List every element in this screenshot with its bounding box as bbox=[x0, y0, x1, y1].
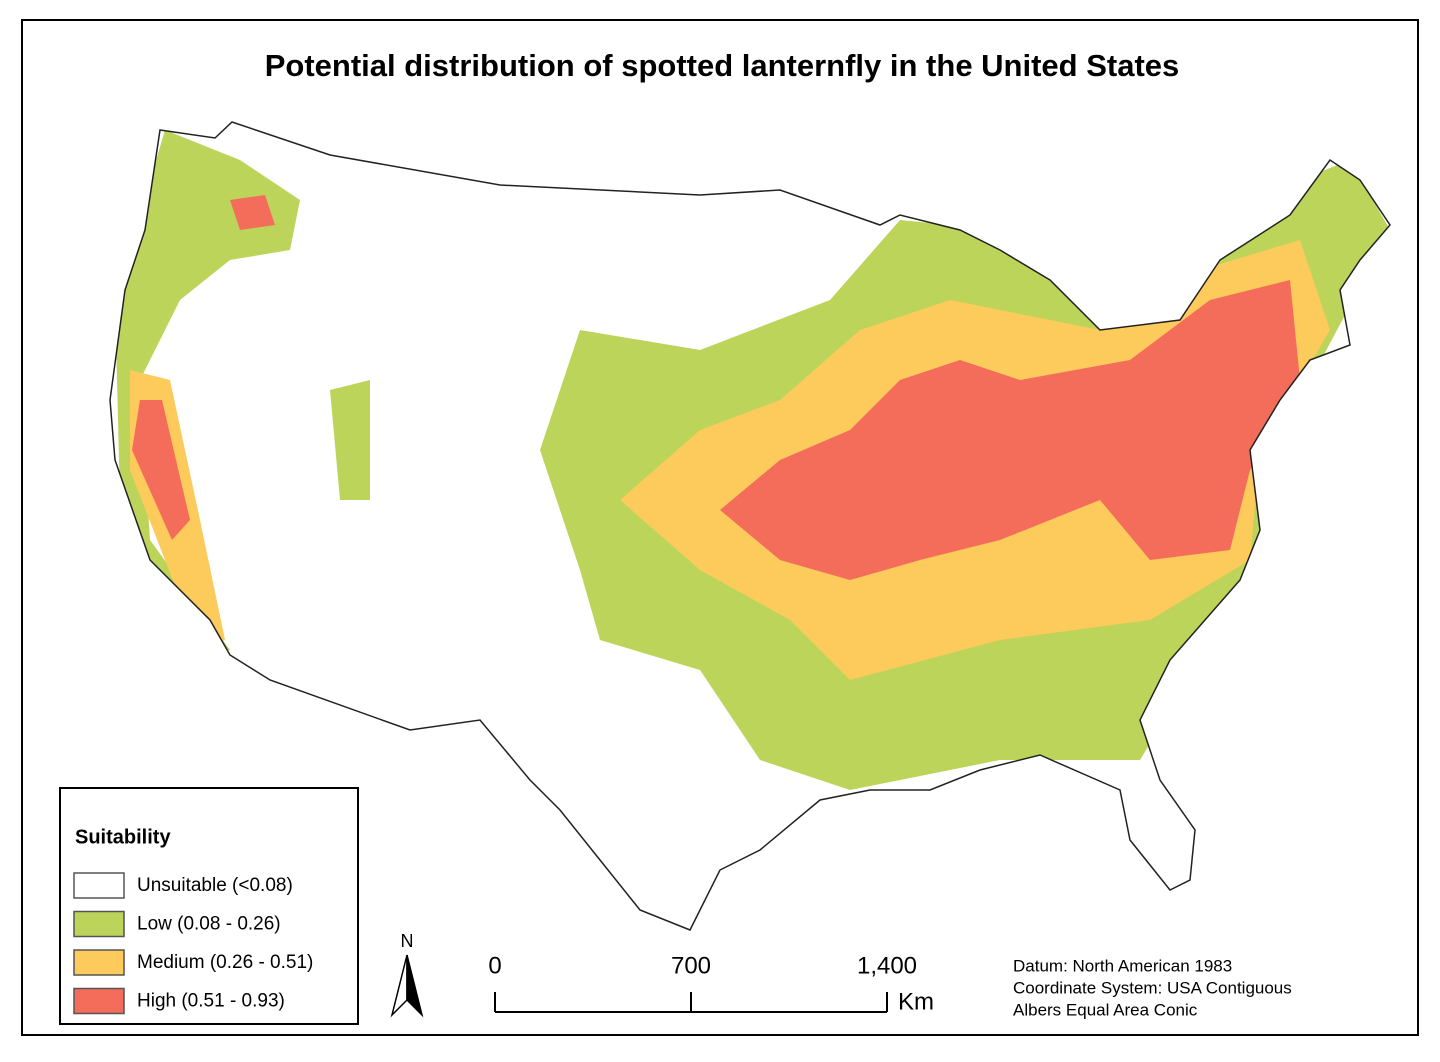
map-note: Datum: North American 1983 bbox=[1013, 956, 1232, 975]
notes: Datum: North American 1983 Coordinate Sys… bbox=[1013, 956, 1292, 1019]
high-area bbox=[720, 280, 1300, 580]
low-area bbox=[115, 130, 300, 660]
legend-swatch bbox=[73, 949, 125, 976]
legend-title: Suitability bbox=[75, 826, 171, 848]
arrow-right bbox=[406, 954, 424, 1018]
legend-swatch bbox=[73, 910, 125, 938]
high-area bbox=[230, 195, 275, 230]
legend-swatch bbox=[73, 987, 125, 1015]
high-area bbox=[132, 400, 190, 540]
map-note: Coordinate System: USA Contiguous bbox=[1013, 978, 1292, 997]
legend-swatch bbox=[73, 872, 125, 899]
scale-label: 1,400 bbox=[857, 952, 917, 979]
legend-box bbox=[59, 787, 359, 1025]
scale-label: 700 bbox=[671, 952, 711, 979]
low-area bbox=[330, 380, 370, 500]
north-label: N bbox=[401, 931, 414, 951]
legend: Suitability Unsuitable (<0.08) Low (0.08 … bbox=[59, 787, 359, 1025]
scale-bar: 0 700 1,400 bbox=[488, 952, 917, 1013]
legend-items: Unsuitable (<0.08) Low (0.08 - 0.26) Mediu… bbox=[73, 872, 313, 1015]
legend-label: Medium (0.26 - 0.51) bbox=[137, 952, 313, 973]
legend-label: Unsuitable (<0.08) bbox=[137, 875, 293, 896]
map-note: Albers Equal Area Conic bbox=[1013, 1000, 1198, 1019]
scale-unit: Km bbox=[898, 988, 934, 1015]
map-title: Potential distribution of spotted lanter… bbox=[265, 48, 1180, 83]
legend-label: High (0.51 - 0.93) bbox=[137, 991, 285, 1012]
legend-label: Low (0.08 - 0.26) bbox=[137, 914, 281, 935]
north-arrow: N bbox=[390, 931, 424, 1018]
scale-label: 0 bbox=[488, 952, 501, 979]
